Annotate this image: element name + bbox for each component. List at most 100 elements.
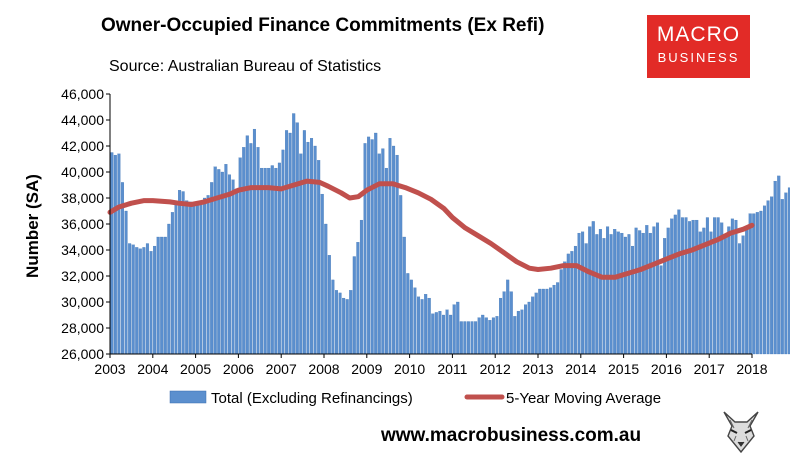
bar-47 — [277, 162, 281, 355]
x-tick-label-13: 2016 — [651, 361, 682, 377]
bar-62 — [331, 279, 335, 355]
bar-29 — [213, 166, 217, 355]
bar-91 — [434, 312, 438, 355]
bar-167 — [705, 217, 709, 355]
bar-86 — [417, 296, 421, 355]
bar-122 — [545, 288, 549, 355]
bar-100 — [466, 321, 470, 355]
bar-179 — [748, 213, 752, 355]
bar-20 — [181, 191, 185, 355]
bar-153 — [655, 222, 659, 355]
bar-57 — [313, 145, 317, 355]
bar-27 — [206, 195, 210, 355]
bar-189 — [784, 192, 788, 355]
bar-6 — [131, 244, 135, 355]
bar-10 — [145, 243, 149, 355]
bar-84 — [409, 279, 413, 355]
bar-172 — [723, 235, 727, 355]
bar-137 — [598, 229, 602, 355]
legend-bar-swatch — [169, 390, 207, 404]
bar-44 — [267, 167, 271, 355]
y-tick-label-0: 26,000 — [61, 346, 104, 362]
bar-55 — [306, 141, 310, 355]
y-tick-label-7: 40,000 — [61, 164, 104, 180]
bar-184 — [766, 200, 770, 355]
bar-89 — [427, 297, 431, 355]
bar-158 — [673, 214, 677, 355]
bar-87 — [420, 299, 424, 355]
bar-0 — [110, 152, 114, 355]
bar-182 — [759, 210, 763, 355]
bar-105 — [484, 317, 488, 355]
bar-83 — [406, 273, 410, 355]
bar-165 — [698, 231, 702, 355]
bar-8 — [138, 248, 142, 355]
bar-97 — [456, 301, 460, 355]
bar-114 — [516, 310, 520, 355]
x-tick-label-9: 2012 — [480, 361, 511, 377]
x-tick-label-11: 2014 — [565, 361, 596, 377]
bar-180 — [752, 213, 756, 355]
bar-18 — [174, 203, 178, 355]
bar-73 — [370, 139, 374, 355]
bar-22 — [188, 201, 192, 355]
bar-79 — [392, 145, 396, 355]
bar-190 — [787, 187, 790, 355]
bar-24 — [195, 204, 199, 355]
legend-bar-label: Total (Excluding Refinancings) — [211, 390, 413, 407]
bar-161 — [684, 217, 688, 355]
bar-174 — [730, 218, 734, 355]
bar-60 — [324, 223, 328, 355]
bar-143 — [620, 232, 624, 355]
bar-33 — [227, 174, 231, 355]
bar-78 — [388, 138, 392, 355]
x-tick-label-14: 2017 — [694, 361, 725, 377]
bar-146 — [631, 245, 635, 355]
bar-74 — [374, 132, 378, 355]
bar-42 — [260, 167, 264, 355]
bar-104 — [481, 314, 485, 355]
moving-average-line — [107, 178, 755, 280]
bar-98 — [459, 321, 463, 355]
bar-28 — [210, 182, 214, 355]
bar-109 — [499, 297, 503, 355]
bar-131 — [577, 232, 581, 355]
bar-67 — [349, 290, 353, 355]
bar-113 — [513, 316, 517, 355]
bar-108 — [495, 316, 499, 355]
bar-76 — [381, 148, 385, 355]
bar-139 — [606, 226, 610, 355]
bar-140 — [609, 234, 613, 355]
bar-19 — [178, 190, 182, 355]
x-tick-label-2: 2005 — [180, 361, 211, 377]
bar-103 — [477, 317, 481, 355]
bar-144 — [623, 236, 627, 355]
bar-142 — [616, 231, 620, 355]
bar-81 — [399, 195, 403, 355]
bar-48 — [281, 149, 285, 355]
bar-25 — [199, 201, 203, 355]
bar-147 — [634, 227, 638, 355]
bar-124 — [552, 284, 556, 355]
macrobusiness-logo: MACRO BUSINESS — [647, 15, 750, 78]
bar-132 — [581, 231, 585, 355]
bar-186 — [773, 180, 777, 355]
bar-38 — [245, 135, 249, 355]
bar-40 — [252, 128, 256, 355]
x-tick-label-1: 2004 — [137, 361, 168, 377]
moving-average-layer — [107, 178, 755, 280]
y-tick-label-10: 46,000 — [61, 86, 104, 102]
x-tick-label-5: 2008 — [308, 361, 339, 377]
bar-151 — [648, 232, 652, 355]
chart-source: Source: Australian Bureau of Statistics — [109, 58, 382, 75]
bar-150 — [645, 225, 649, 355]
bar-110 — [502, 291, 506, 355]
y-tick-label-9: 44,000 — [61, 112, 104, 128]
bar-181 — [755, 212, 759, 355]
bar-23 — [192, 205, 196, 355]
bar-82 — [402, 236, 406, 355]
bar-106 — [488, 320, 492, 355]
x-tick-label-4: 2007 — [266, 361, 297, 377]
bar-134 — [588, 226, 592, 355]
bar-171 — [720, 222, 724, 355]
